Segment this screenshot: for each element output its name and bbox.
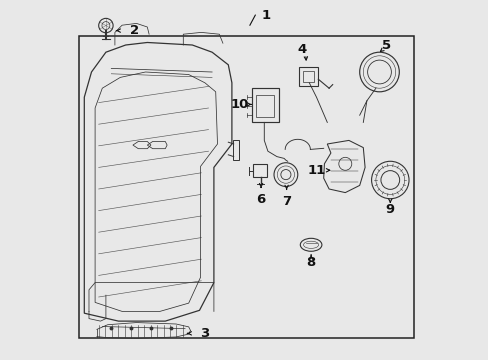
Text: 4: 4 (297, 43, 306, 56)
Text: 3: 3 (200, 327, 209, 340)
Text: 11: 11 (307, 164, 325, 177)
FancyBboxPatch shape (232, 140, 239, 160)
Text: 9: 9 (385, 203, 394, 216)
FancyBboxPatch shape (251, 88, 278, 122)
Text: 6: 6 (256, 193, 265, 206)
Text: 8: 8 (306, 256, 315, 269)
FancyBboxPatch shape (256, 95, 274, 117)
FancyBboxPatch shape (298, 67, 318, 86)
Text: 2: 2 (130, 24, 139, 37)
Text: 10: 10 (230, 98, 249, 111)
Text: 5: 5 (381, 39, 390, 52)
FancyBboxPatch shape (302, 71, 313, 82)
FancyBboxPatch shape (252, 164, 266, 177)
Text: 7: 7 (282, 195, 290, 208)
Text: 1: 1 (261, 9, 270, 22)
FancyBboxPatch shape (79, 36, 413, 338)
